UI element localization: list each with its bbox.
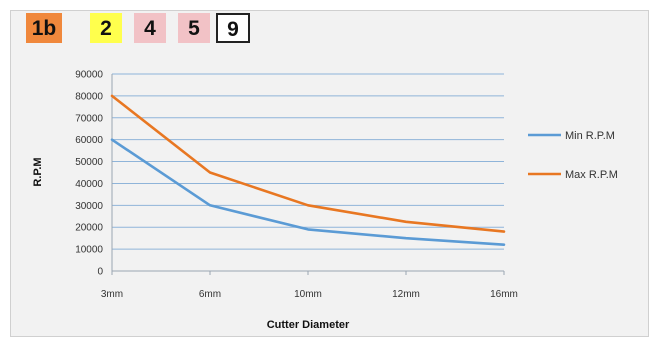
- y-tick-label-6: 60000: [75, 135, 103, 146]
- legend-label-0: Min R.P.M: [565, 130, 615, 142]
- y-tick-label-5: 50000: [75, 157, 103, 168]
- series-line-0: [110, 138, 506, 246]
- y-tick-label-2: 20000: [75, 223, 103, 234]
- y-tick-label-7: 70000: [75, 113, 103, 124]
- badge-1b: 1b: [26, 13, 62, 43]
- x-tick-label-4: 16mm: [490, 289, 518, 300]
- y-tick-label-9: 90000: [75, 70, 103, 81]
- x-tick-label-2: 10mm: [294, 289, 322, 300]
- series-line-1: [110, 94, 506, 233]
- legend-label-1: Max R.P.M: [565, 169, 618, 181]
- x-tick-label-0: 3mm: [101, 289, 123, 300]
- y-tick-label-0: 0: [97, 267, 103, 278]
- badge-5: 5: [178, 13, 210, 43]
- y-tick-label-3: 30000: [75, 201, 103, 212]
- x-axis-title: Cutter Diameter: [267, 319, 350, 331]
- y-tick-label-8: 80000: [75, 91, 103, 102]
- badge-4: 4: [134, 13, 166, 43]
- y-tick-label-4: 40000: [75, 179, 103, 190]
- badge-9: 9: [216, 13, 250, 43]
- y-axis-title: R.P.M: [32, 157, 44, 186]
- y-tick-label-1: 10000: [75, 245, 103, 256]
- x-tick-label-1: 6mm: [199, 289, 221, 300]
- x-tick-label-3: 12mm: [392, 289, 420, 300]
- badge-2: 2: [90, 13, 122, 43]
